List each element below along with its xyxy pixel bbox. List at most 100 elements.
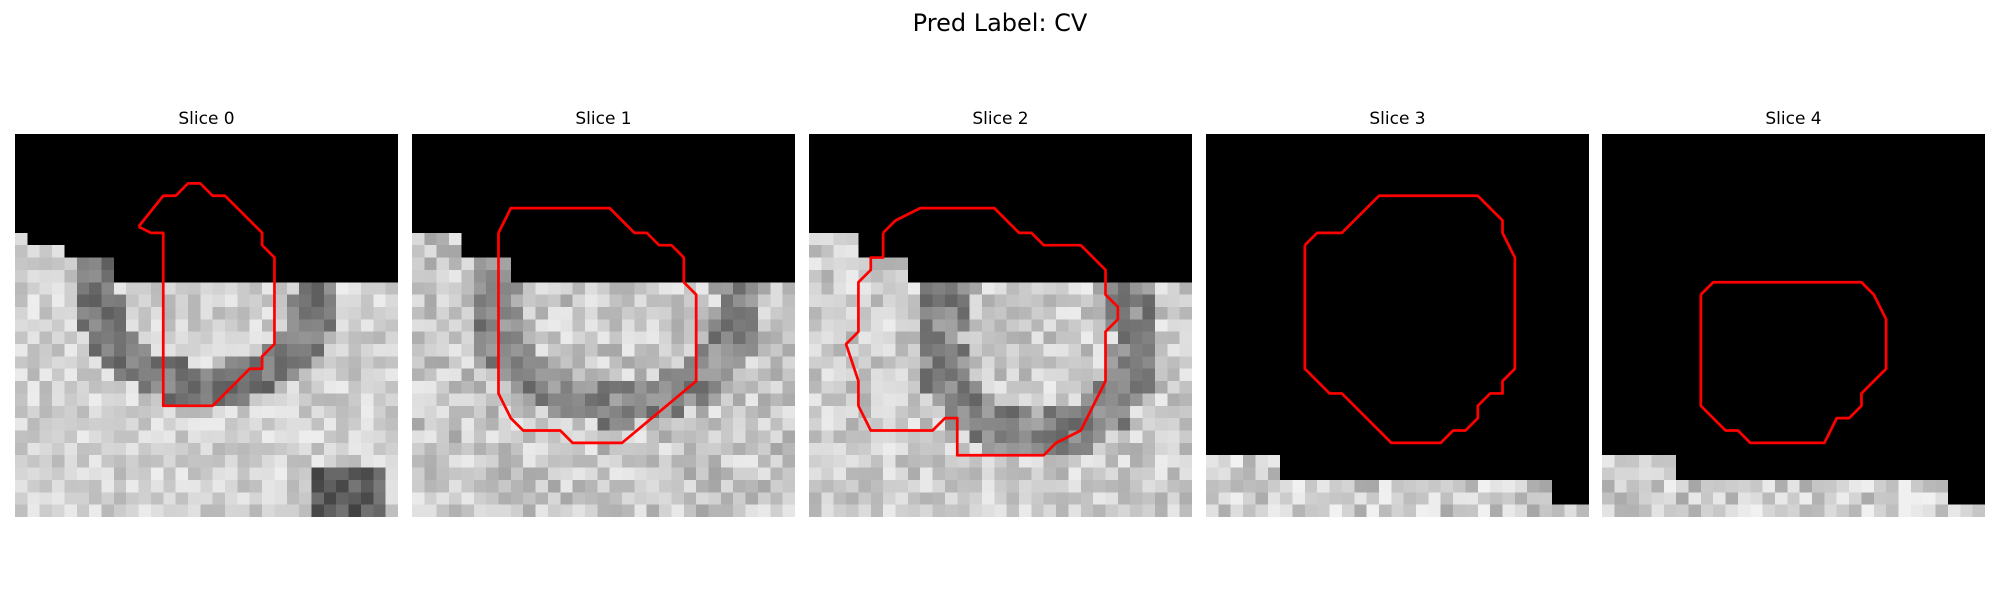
- slice-pixel: [895, 294, 909, 308]
- slice-pixel: [1453, 282, 1466, 295]
- slice-pixel: [1255, 368, 1269, 382]
- slice-pixel: [696, 257, 709, 271]
- slice-pixel: [782, 158, 795, 172]
- slice-pixel: [1416, 455, 1429, 468]
- slice-pixel: [1490, 418, 1503, 431]
- slice-pixel: [1280, 183, 1293, 197]
- slice-pixel: [163, 393, 176, 407]
- slice-pixel: [1923, 393, 1936, 407]
- slice-pixel: [27, 195, 40, 209]
- slice-pixel: [572, 282, 586, 295]
- slice-pixel: [1179, 430, 1192, 444]
- slice-pixel: [1923, 245, 1936, 258]
- slice-pixel: [1243, 455, 1256, 468]
- slice-pixel: [833, 356, 847, 369]
- slice-pixel: [858, 442, 872, 456]
- slice-pixel: [336, 257, 349, 271]
- slice-pixel: [1019, 183, 1032, 197]
- slice-pixel: [745, 208, 759, 221]
- slice-pixel: [249, 319, 263, 332]
- slice-pixel: [286, 492, 300, 505]
- slice-pixel: [150, 232, 164, 246]
- slice-pixel: [274, 232, 288, 246]
- slice-pixel: [1329, 269, 1343, 283]
- slice-pixel: [1031, 442, 1044, 456]
- slice-pixel: [821, 393, 834, 407]
- slice-pixel: [101, 344, 115, 357]
- slice-pixel: [1267, 158, 1281, 172]
- slice-pixel: [424, 208, 437, 221]
- slice-pixel: [225, 319, 238, 332]
- slice-pixel: [720, 195, 734, 209]
- slice-pixel: [870, 381, 884, 394]
- slice-pixel: [733, 306, 746, 320]
- slice-pixel: [1676, 331, 1689, 345]
- slice-pixel: [994, 232, 1007, 246]
- slice-pixel: [1713, 208, 1726, 221]
- slice-pixel: [1737, 504, 1751, 517]
- slice-pixel: [1403, 220, 1417, 234]
- slice-pixel: [846, 208, 859, 221]
- slice-pixel: [15, 319, 28, 332]
- slice-pixel: [1787, 195, 1800, 209]
- slice-pixel: [461, 232, 475, 246]
- slice-pixel: [1910, 220, 1924, 234]
- slice-pixel: [1378, 492, 1392, 505]
- slice-pixel: [1006, 158, 1020, 172]
- slice-pixel: [895, 134, 909, 147]
- slice-pixel: [89, 195, 102, 209]
- slice-pixel: [1849, 257, 1862, 271]
- slice-pixel: [1910, 442, 1924, 456]
- slice-pixel: [671, 479, 685, 493]
- slice-pixel: [1787, 356, 1800, 369]
- slice-pixel: [1080, 232, 1094, 246]
- slice-pixel: [547, 368, 561, 382]
- slice-pixel: [1960, 356, 1973, 369]
- slice-pixel: [1019, 455, 1032, 468]
- slice-pixel: [833, 381, 847, 394]
- slice-pixel: [1602, 368, 1615, 382]
- slice-pixel: [412, 269, 425, 283]
- slice-pixel: [360, 418, 374, 431]
- slice-pixel: [572, 245, 586, 258]
- slice-pixel: [15, 356, 28, 369]
- slice-pixel: [286, 344, 300, 357]
- slice-pixel: [833, 405, 847, 419]
- slice-pixel: [323, 171, 337, 184]
- slice-pixel: [15, 146, 28, 159]
- slice-pixel: [1218, 306, 1231, 320]
- slice-pixel: [412, 393, 425, 407]
- slice-pixel: [1428, 504, 1441, 517]
- slice-pixel: [1787, 294, 1800, 308]
- slice-pixel: [15, 134, 28, 147]
- slice-pixel: [883, 232, 896, 246]
- slice-pixel: [523, 282, 536, 295]
- slice-pixel: [76, 146, 90, 159]
- slice-pixel: [1972, 134, 1985, 147]
- slice-pixel: [1304, 171, 1318, 184]
- slice-pixel: [622, 134, 635, 147]
- slice-pixel: [1378, 442, 1392, 456]
- slice-pixel: [1688, 195, 1702, 209]
- slice-pixel: [39, 455, 53, 468]
- slice-pixel: [101, 319, 115, 332]
- slice-pixel: [782, 171, 795, 184]
- slice-pixel: [237, 319, 250, 332]
- slice-pixel: [1341, 430, 1355, 444]
- slice-pixel: [1378, 269, 1392, 283]
- slice-pixel: [907, 171, 921, 184]
- slice-pixel: [957, 195, 970, 209]
- slice-pixel: [572, 146, 586, 159]
- slice-pixel: [907, 195, 921, 209]
- slice-pixel: [609, 331, 623, 345]
- slice-pixel: [560, 331, 573, 345]
- slice-pixel: [745, 232, 759, 246]
- slice-pixel: [1750, 282, 1763, 295]
- slice-pixel: [187, 195, 201, 209]
- prediction-contour: [137, 182, 276, 408]
- slice-pixel: [64, 171, 78, 184]
- slice-pixel: [1117, 232, 1131, 246]
- slice-pixel: [1490, 467, 1503, 481]
- slice-pixel: [1218, 146, 1231, 159]
- slice-pixel: [461, 319, 475, 332]
